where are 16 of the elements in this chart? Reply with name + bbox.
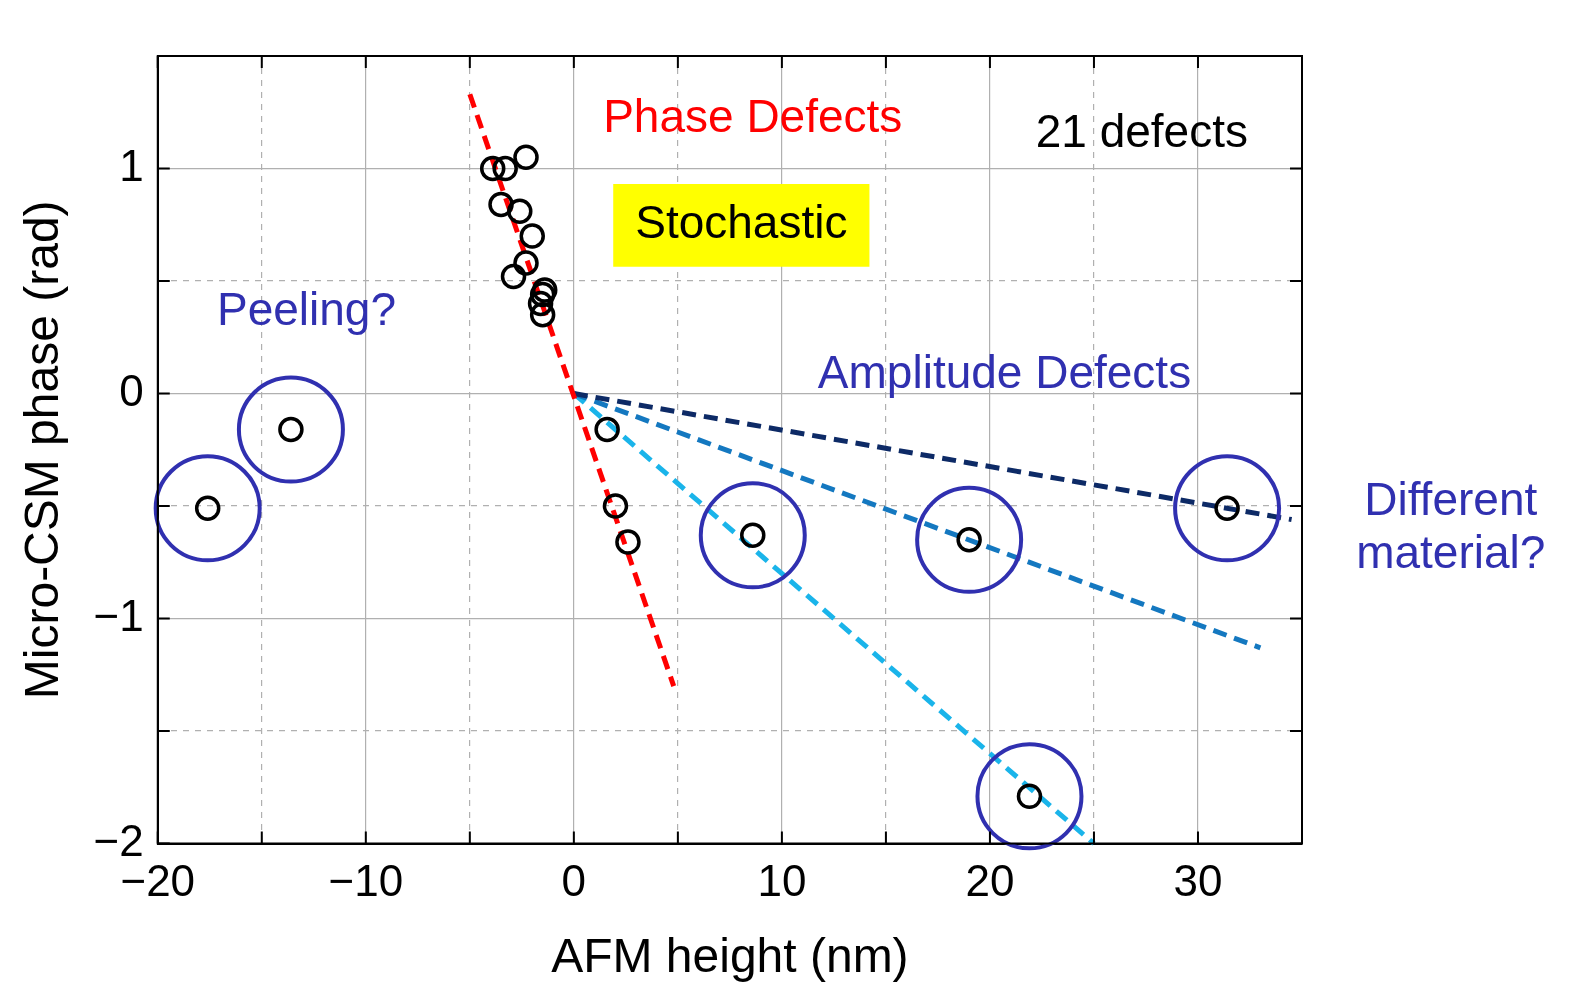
y-tick-label: 1 [119, 140, 144, 190]
y-tick-label: −1 [93, 590, 144, 640]
x-tick-label: 20 [965, 856, 1015, 906]
annotation: Phase Defects [603, 89, 903, 142]
x-tick-label: 0 [561, 856, 587, 906]
annotation: Stochastic [635, 196, 848, 249]
x-axis-title: AFM height (nm) [551, 929, 909, 983]
y-tick-label: 0 [119, 365, 144, 415]
x-tick-label: −10 [328, 856, 404, 906]
annotation: 21 defects [1035, 105, 1248, 158]
annotation: Peeling? [216, 282, 397, 335]
annotation: Amplitude Defects [817, 345, 1192, 398]
y-axis-title: Micro-CSM phase (rad) [15, 200, 69, 700]
x-tick-label: 30 [1173, 856, 1223, 906]
x-tick-label: 10 [757, 856, 807, 906]
text: Different material? [1356, 472, 1546, 578]
